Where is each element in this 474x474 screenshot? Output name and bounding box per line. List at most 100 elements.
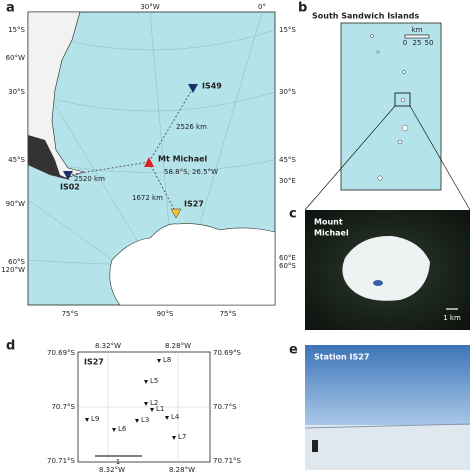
island bbox=[342, 235, 430, 301]
tick: 70.7°S bbox=[213, 403, 237, 411]
distance: 2520 km bbox=[74, 175, 105, 183]
instrument bbox=[312, 440, 318, 452]
tick: 60°S bbox=[279, 262, 296, 270]
scale-unit: km bbox=[412, 26, 423, 34]
panel-label: e bbox=[289, 343, 298, 358]
shape bbox=[67, 161, 150, 176]
tick: 90°S bbox=[157, 310, 174, 318]
volcano-coords: 58.8°S, 26.5°W bbox=[164, 168, 218, 176]
shape: 15°S60°W30°S45°S90°W60°S120°W15°S30°S45°… bbox=[1, 26, 296, 318]
station-label: IS02 bbox=[60, 183, 80, 192]
site-marker bbox=[157, 359, 161, 363]
station-marker bbox=[170, 208, 182, 219]
tick: 30°S bbox=[8, 88, 25, 96]
panel-label: d bbox=[6, 339, 15, 354]
station-label: IS27 bbox=[184, 200, 204, 209]
site-label: L7 bbox=[178, 433, 186, 441]
shape bbox=[401, 124, 409, 132]
sky bbox=[305, 345, 470, 425]
patagonia bbox=[28, 135, 70, 180]
tick: 60°W bbox=[6, 54, 25, 62]
panel-title: South Sandwich Islands bbox=[312, 12, 419, 21]
panel-c: c Mount Michael 1 km bbox=[289, 207, 470, 330]
distance: 1672 km bbox=[132, 194, 163, 202]
shape bbox=[400, 97, 406, 103]
tick: 70.69°S bbox=[213, 349, 242, 357]
shape bbox=[376, 50, 380, 54]
panel-label: a bbox=[6, 1, 15, 16]
horizon bbox=[304, 423, 471, 429]
site-marker bbox=[144, 402, 148, 406]
site-label: L8 bbox=[163, 356, 171, 364]
tick: 75°S bbox=[220, 310, 237, 318]
tick: 8.28°W bbox=[169, 466, 195, 474]
tick: 60°S bbox=[8, 258, 25, 266]
site-label: L9 bbox=[91, 415, 99, 423]
shape bbox=[377, 175, 383, 181]
tick: 45°S bbox=[279, 156, 296, 164]
tick: 8.28°W bbox=[165, 342, 191, 350]
image-title: Michael bbox=[314, 229, 349, 238]
tick: 75°S bbox=[62, 310, 79, 318]
image-title: Station IS27 bbox=[314, 353, 369, 362]
distance: 2526 km bbox=[176, 123, 207, 131]
panel-a: a 30°W 0° 15°S60°W30°S45°S90°W60°S120°W1… bbox=[1, 1, 296, 319]
inset-line bbox=[409, 105, 471, 211]
tick: 8.32°W bbox=[95, 342, 121, 350]
tick: 30°S bbox=[279, 88, 296, 96]
inset-box bbox=[394, 92, 411, 107]
tick: 45°S bbox=[8, 156, 25, 164]
site-label: L3 bbox=[141, 416, 149, 424]
station-label: IS49 bbox=[202, 82, 222, 91]
antarctica bbox=[109, 223, 276, 306]
ocean bbox=[340, 22, 442, 191]
tick: 120°W bbox=[1, 266, 25, 274]
panel-b: b South Sandwich Islands km 0 25 50 bbox=[298, 1, 471, 211]
image-title: Mount bbox=[314, 218, 343, 227]
shape bbox=[148, 161, 177, 214]
site-marker bbox=[172, 436, 176, 440]
volcano-label: Mt Michael bbox=[158, 155, 208, 164]
shape bbox=[27, 91, 276, 112]
tick: 70.7°S bbox=[51, 403, 75, 411]
graticule bbox=[78, 352, 210, 462]
scale-label: 1 bbox=[116, 458, 120, 466]
scale-tick: 50 bbox=[425, 39, 434, 47]
site-label: L4 bbox=[171, 413, 180, 421]
tick: 0° bbox=[258, 3, 266, 11]
tick: 8.32°W bbox=[99, 466, 125, 474]
shape bbox=[397, 139, 403, 145]
tick: 90°W bbox=[6, 200, 25, 208]
site-label: L6 bbox=[118, 425, 127, 433]
tick: 70.71°S bbox=[47, 457, 76, 465]
site-marker bbox=[144, 380, 148, 384]
panel-label: c bbox=[289, 207, 297, 222]
tick: 60°E bbox=[279, 254, 296, 262]
station-marker bbox=[63, 171, 73, 180]
shape bbox=[402, 70, 406, 74]
scale-tick: 0 bbox=[403, 39, 407, 47]
islands bbox=[370, 34, 409, 181]
tick: 70.71°S bbox=[213, 457, 242, 465]
paths bbox=[67, 87, 194, 214]
site-label: L1 bbox=[156, 405, 164, 413]
tick: 30°E bbox=[279, 177, 296, 185]
station-label: IS27 bbox=[84, 358, 104, 367]
volcano-marker bbox=[144, 157, 154, 167]
site-marker bbox=[150, 408, 154, 412]
tick: 15°S bbox=[8, 26, 25, 34]
site-label: L2 bbox=[150, 399, 158, 407]
tick: 70.69°S bbox=[47, 349, 76, 357]
inset-line bbox=[304, 105, 396, 211]
site-marker bbox=[85, 418, 89, 422]
crater bbox=[373, 280, 383, 286]
scale-tick: 25 bbox=[413, 39, 422, 47]
snow bbox=[305, 425, 470, 470]
site-marker bbox=[112, 428, 116, 432]
scale-bar bbox=[404, 34, 430, 39]
panel-e: e Station IS27 bbox=[289, 343, 471, 470]
station-marker bbox=[188, 84, 198, 93]
